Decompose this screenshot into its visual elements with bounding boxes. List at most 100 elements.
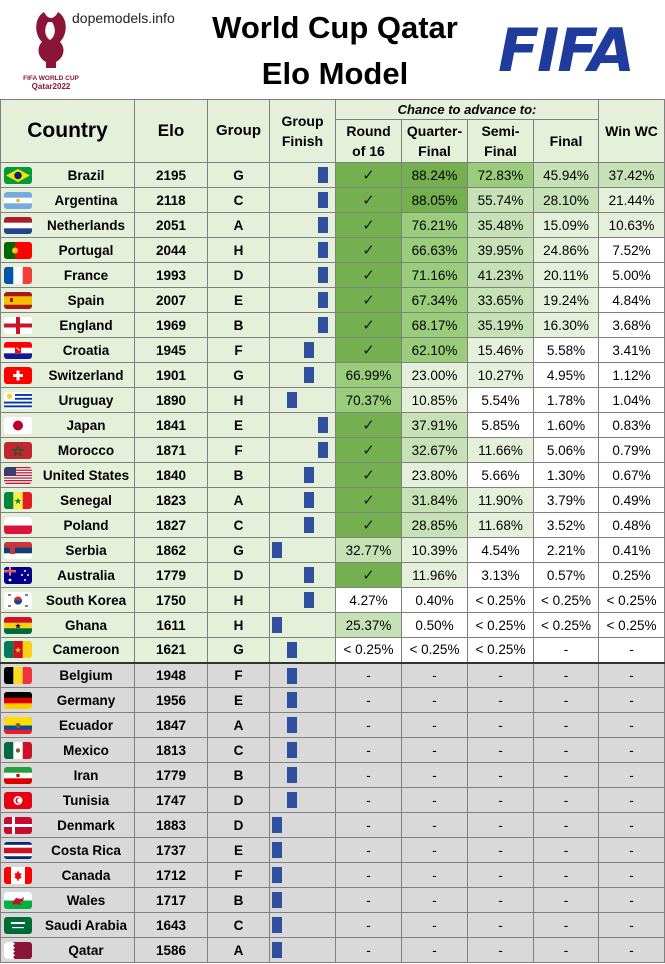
r16-cell: ✓ <box>335 187 402 213</box>
win-cell: 1.04% <box>598 387 665 413</box>
country-cell: Australia <box>0 562 135 588</box>
sf-cell: - <box>467 912 534 938</box>
ghana-flag-icon <box>4 616 32 634</box>
group-finish-bar <box>287 692 297 708</box>
r16-cell: - <box>335 812 402 838</box>
win-cell: 1.12% <box>598 362 665 388</box>
group-finish-cell <box>269 587 336 613</box>
table-row: Germany 1956 E - - - - - <box>0 687 665 713</box>
country-cell: Canada <box>0 862 135 888</box>
header-qf-line2: Final <box>418 143 451 159</box>
group-finish-bar <box>304 567 314 583</box>
country-cell: Wales <box>0 887 135 913</box>
qf-cell: 71.16% <box>401 262 468 288</box>
group-finish-cell <box>269 312 336 338</box>
table-row: Mexico 1813 C - - - - - <box>0 737 665 763</box>
win-cell: - <box>598 737 665 763</box>
country-cell: Germany <box>0 687 135 713</box>
win-cell: 0.83% <box>598 412 665 438</box>
final-cell: - <box>532 712 600 738</box>
country-name: Saudi Arabia <box>44 917 128 933</box>
qf-cell: 76.21% <box>401 212 468 238</box>
sf-cell: 55.74% <box>467 187 534 213</box>
sf-cell: - <box>467 737 534 763</box>
country-cell: Argentina <box>0 187 135 213</box>
group-finish-cell <box>269 337 336 363</box>
country-name: Netherlands <box>46 217 126 233</box>
group-finish-cell <box>269 437 336 463</box>
table-row: Senegal 1823 A ✓ 31.84% 11.90% 3.79% 0.49% <box>0 487 665 513</box>
poland-flag-icon <box>4 516 32 534</box>
elo-cell: 1737 <box>134 837 208 863</box>
spain-flag-icon <box>4 291 32 309</box>
belgium-flag-icon <box>4 666 32 684</box>
header-country: Country <box>0 99 135 163</box>
final-cell: 5.06% <box>532 437 600 463</box>
group-finish-bar <box>272 542 282 558</box>
elo-cell: 1862 <box>134 537 208 563</box>
sf-cell: < 0.25% <box>467 612 534 638</box>
r16-cell: - <box>335 887 402 913</box>
elo-cell: 2195 <box>134 162 208 188</box>
group-cell: E <box>207 287 270 313</box>
fifa-logo: FIFA <box>498 16 635 86</box>
elo-cell: 1901 <box>134 362 208 388</box>
r16-cell: ✓ <box>335 162 402 188</box>
group-finish-bar <box>304 467 314 483</box>
win-cell: 37.42% <box>598 162 665 188</box>
r16-cell: ✓ <box>335 312 402 338</box>
country-cell: England <box>0 312 135 338</box>
final-cell: 28.10% <box>532 187 600 213</box>
r16-cell: 70.37% <box>335 387 402 413</box>
country-cell: Uruguay <box>0 387 135 413</box>
elo-cell: 1717 <box>134 887 208 913</box>
country-name: Senegal <box>60 492 112 508</box>
elo-cell: 1779 <box>134 762 208 788</box>
qatar-flag-icon <box>4 941 32 959</box>
country-name: Uruguay <box>58 392 114 408</box>
country-cell: Saudi Arabia <box>0 912 135 938</box>
qf-cell: - <box>401 837 468 863</box>
country-name: Australia <box>57 567 115 583</box>
win-cell: 0.49% <box>598 487 665 513</box>
win-cell: 10.63% <box>598 212 665 238</box>
elo-cell: 1993 <box>134 262 208 288</box>
group-finish-bar <box>287 392 297 408</box>
group-cell: G <box>207 362 270 388</box>
sf-cell: 41.23% <box>467 262 534 288</box>
check-icon: ✓ <box>362 417 375 434</box>
group-finish-cell <box>269 487 336 513</box>
check-icon: ✓ <box>362 267 375 284</box>
r16-cell: - <box>335 687 402 713</box>
country-name: Iran <box>73 767 99 783</box>
final-cell: - <box>532 737 600 763</box>
r16-cell: 32.77% <box>335 537 402 563</box>
country-name: Denmark <box>57 817 115 833</box>
table-row: Spain 2007 E ✓ 67.34% 33.65% 19.24% 4.84% <box>0 287 665 313</box>
group-cell: D <box>207 812 270 838</box>
country-name: Costa Rica <box>51 842 121 858</box>
brazil-flag-icon <box>4 166 32 184</box>
germany-flag-icon <box>4 691 32 709</box>
final-cell: < 0.25% <box>532 612 600 638</box>
header-group-finish: Group Finish <box>269 99 336 163</box>
country-cell: South Korea <box>0 587 135 613</box>
costarica-flag-icon <box>4 841 32 859</box>
group-finish-bar <box>287 792 297 808</box>
r16-cell: ✓ <box>335 287 402 313</box>
group-cell: H <box>207 587 270 613</box>
cameroon-flag-icon <box>4 641 32 659</box>
group-cell: A <box>207 212 270 238</box>
portugal-flag-icon <box>4 241 32 259</box>
table-row: Croatia 1945 F ✓ 62.10% 15.46% 5.58% 3.41% <box>0 337 665 363</box>
country-name: South Korea <box>45 592 127 608</box>
sf-cell: - <box>467 887 534 913</box>
header-qf-line1: Quarter- <box>406 123 463 139</box>
group-finish-bar <box>318 317 328 333</box>
group-finish-bar <box>287 742 297 758</box>
country-cell: Tunisia <box>0 787 135 813</box>
group-finish-cell <box>269 637 336 663</box>
country-cell: United States <box>0 462 135 488</box>
final-cell: - <box>532 912 600 938</box>
